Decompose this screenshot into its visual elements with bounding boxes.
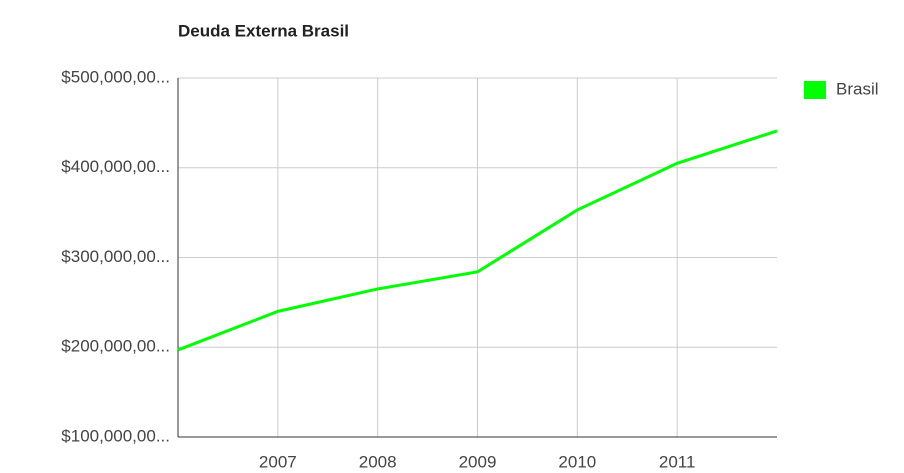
chart-title: Deuda Externa Brasil [178,21,349,40]
x-tick-label: 2010 [558,452,596,471]
x-tick-label: 2011 [659,452,696,471]
y-tick-label: $300,000,00... [61,247,170,266]
legend-label: Brasil [836,79,879,98]
y-tick-label: $400,000,00... [61,157,170,176]
x-tick-label: 2007 [259,452,297,471]
y-tick-label: $100,000,00... [61,426,170,445]
y-tick-label: $500,000,00... [61,67,170,86]
y-tick-label: $200,000,00... [61,337,170,356]
x-tick-label: 2009 [459,452,497,471]
legend-swatch [804,81,826,99]
x-tick-label: 2008 [359,452,397,471]
data-line [177,129,778,352]
